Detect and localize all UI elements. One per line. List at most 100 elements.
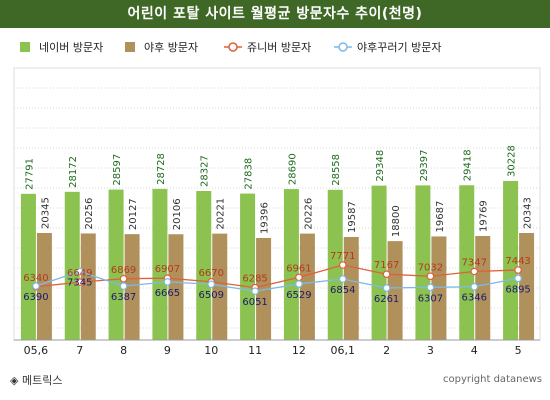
source-label: ◈ 메트릭스	[10, 374, 63, 387]
legend-label-3: 야후꾸러기 방문자	[357, 41, 441, 54]
legend-marker-2	[228, 42, 238, 52]
data-label-naver-2: 28597	[112, 154, 123, 186]
bar-naver-2	[108, 189, 124, 340]
data-label-junibeo-10: 7347	[462, 257, 487, 268]
data-label-junibeo-11: 7443	[505, 256, 530, 267]
bar-naver-8	[371, 185, 387, 340]
point-yahoo-kkureogi-2	[119, 282, 128, 290]
point-yahoo-kkureogi-9	[426, 283, 435, 292]
data-label-yahoo-kkureogi-8: 6261	[374, 294, 399, 305]
data-label-junibeo-6: 6961	[286, 263, 311, 274]
data-label-yahoo-kkureogi-3: 6665	[155, 288, 180, 299]
legend: 네이버 방문자 야후 방문자 쥬니버 방문자 야후꾸러기 방문자	[20, 41, 441, 54]
line-junibeo	[35, 264, 519, 289]
data-label-junibeo-8: 7167	[374, 260, 399, 271]
data-label-naver-7: 28558	[331, 154, 342, 186]
bar-yahoo-11	[519, 232, 535, 340]
x-tick-label: 3	[427, 344, 434, 357]
legend-label-2: 쥬니버 방문자	[247, 41, 311, 54]
data-label-yahoo-kkureogi-0: 6390	[23, 292, 48, 303]
data-label-yahoo-kkureogi-7: 6854	[330, 285, 355, 296]
x-tick-label: 5	[515, 344, 522, 357]
bar-yahoo-5	[256, 237, 272, 340]
point-yahoo-kkureogi-4	[207, 280, 216, 289]
point-yahoo-kkureogi-1	[75, 267, 84, 276]
chart-title: 어린이 포탈 사이트 월평균 방문자수 추이(천명)	[0, 0, 550, 28]
x-tick-label: 2	[383, 344, 390, 357]
point-junibeo-7	[338, 261, 347, 269]
line-yahoo-kkureogi	[35, 270, 519, 292]
bar-naver-10	[459, 185, 475, 340]
data-label-yahoo-10: 19769	[479, 200, 490, 232]
legend-label-1: 야후 방문자	[144, 41, 198, 54]
point-junibeo-10	[470, 267, 479, 276]
point-yahoo-kkureogi-0	[32, 282, 40, 290]
point-junibeo-11	[514, 266, 522, 274]
bar-yahoo-6	[299, 233, 315, 340]
point-yahoo-kkureogi-10	[470, 282, 479, 291]
data-label-yahoo-1: 20256	[84, 198, 95, 230]
data-label-naver-6: 28690	[287, 153, 298, 185]
bar-yahoo-7	[343, 236, 359, 340]
bar-naver-1	[64, 191, 80, 340]
point-yahoo-kkureogi-8	[382, 284, 391, 292]
data-label-yahoo-6: 20226	[303, 198, 314, 230]
data-label-naver-9: 29397	[419, 150, 430, 182]
data-label-yahoo-kkureogi-4: 6509	[199, 290, 224, 301]
data-label-yahoo-4: 20221	[216, 198, 227, 230]
point-yahoo-kkureogi-3	[163, 278, 172, 286]
data-label-yahoo-9: 19687	[435, 201, 446, 233]
data-label-yahoo-kkureogi-2: 6387	[111, 292, 136, 303]
x-tick-label: 8	[120, 344, 127, 357]
data-label-naver-1: 28172	[68, 156, 79, 188]
point-junibeo-1	[75, 278, 84, 286]
lines-layer	[32, 261, 522, 296]
copyright-label: copyright datanews	[443, 374, 542, 385]
bar-yahoo-4	[212, 233, 228, 340]
bar-yahoo-10	[475, 236, 491, 340]
data-label-naver-5: 27838	[244, 158, 255, 190]
data-label-yahoo-kkureogi-10: 6346	[462, 293, 487, 304]
data-label-yahoo-3: 20106	[172, 198, 183, 230]
bar-yahoo-9	[431, 236, 447, 340]
bar-yahoo-8	[387, 241, 403, 340]
data-label-yahoo-2: 20127	[128, 198, 139, 230]
x-tick-label: 11	[248, 344, 262, 357]
bar-naver-0	[20, 193, 36, 340]
legend-swatch-0	[20, 42, 30, 52]
data-label-junibeo-7: 7771	[330, 251, 355, 262]
legend-marker-3	[338, 42, 348, 52]
data-label-junibeo-4: 6670	[199, 268, 224, 279]
point-junibeo-8	[382, 270, 391, 279]
data-label-yahoo-kkureogi-5: 6051	[242, 297, 267, 308]
bar-yahoo-2	[124, 234, 140, 340]
data-label-yahoo-7: 19587	[347, 201, 358, 233]
x-tick-label: 10	[204, 344, 218, 357]
x-tick-label: 4	[471, 344, 478, 357]
data-label-junibeo-2: 6869	[111, 265, 136, 276]
data-label-junibeo-0: 6340	[23, 273, 48, 284]
bar-yahoo-3	[168, 234, 184, 340]
data-label-yahoo-kkureogi-11: 6895	[505, 284, 530, 295]
data-label-junibeo-3: 6907	[155, 264, 180, 275]
bar-naver-9	[415, 185, 431, 340]
bar-naver-3	[152, 188, 168, 340]
point-yahoo-kkureogi-5	[251, 287, 259, 296]
data-label-yahoo-5: 19396	[260, 202, 271, 234]
data-label-yahoo-8: 18800	[391, 205, 402, 237]
data-label-junibeo-1: 6649	[67, 268, 92, 279]
bar-yahoo-1	[80, 233, 96, 340]
x-axis: 05,6 7 8 9 10 11 12 06,1 2 3 4 5	[14, 339, 540, 357]
bar-naver-11	[503, 181, 519, 340]
point-junibeo-9	[426, 272, 435, 281]
legend-label-0: 네이버 방문자	[39, 41, 103, 54]
x-tick-label: 05,6	[24, 344, 49, 357]
data-label-yahoo-kkureogi-6: 6529	[286, 290, 311, 301]
point-yahoo-kkureogi-6	[295, 280, 303, 288]
data-label-naver-0: 27791	[24, 158, 35, 190]
data-label-naver-11: 30228	[507, 145, 518, 177]
chart-area: 네이버 방문자 야후 방문자 쥬니버 방문자 야후꾸러기 방문자 27791 20345…	[0, 28, 550, 370]
bars-layer	[20, 181, 535, 340]
bar-naver-5	[240, 193, 256, 340]
data-label-yahoo-0: 20345	[40, 197, 51, 229]
